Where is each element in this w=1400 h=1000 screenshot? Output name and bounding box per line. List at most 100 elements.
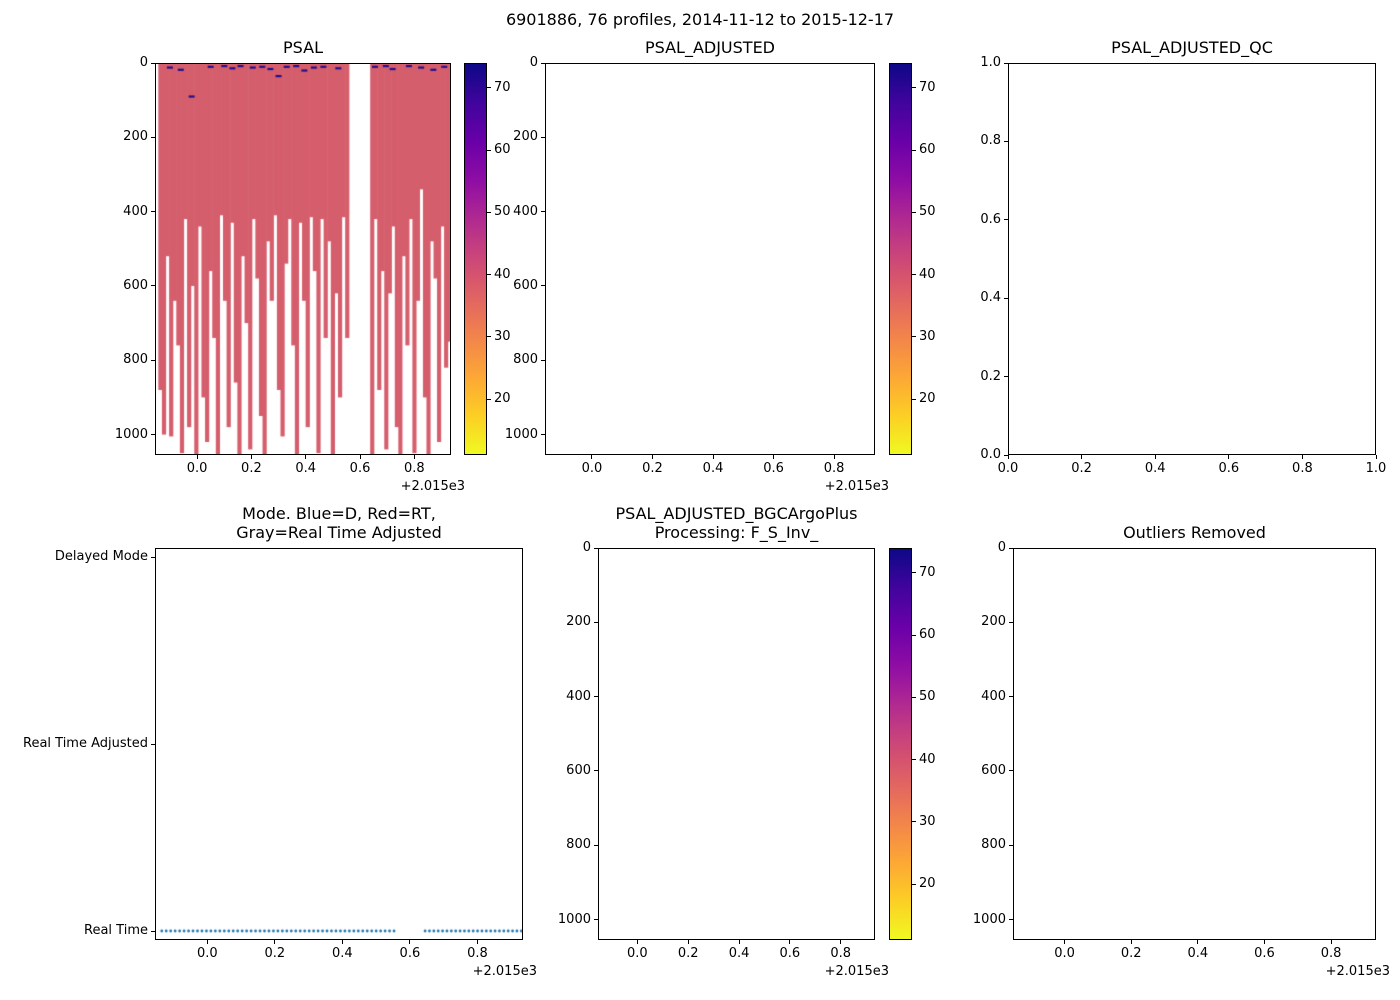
x-tick-label: 0.8 (467, 946, 488, 961)
colorbar-tick-mark (912, 759, 916, 761)
y-tick-mark (594, 621, 598, 623)
y-tick-mark (1009, 547, 1013, 549)
colorbar-tick-label: 40 (919, 751, 936, 767)
x-tick-mark (1375, 455, 1377, 459)
y-tick-label: 400 (513, 203, 538, 219)
colorbar-tick-mark (487, 211, 491, 213)
x-tick-mark (476, 940, 478, 944)
subplot-bgc-title-line1: PSAL_ADJUSTED_BGCArgoPlus (615, 504, 858, 523)
x-tick-label: 0.6 (779, 946, 801, 961)
y-tick-mark (1009, 844, 1013, 846)
y-tick-mark (151, 359, 155, 361)
y-tick-label: 800 (566, 837, 591, 853)
y-tick-mark (151, 743, 155, 745)
y-tick-mark (151, 285, 155, 287)
x-tick-mark (341, 940, 343, 944)
y-tick-label: 400 (123, 203, 148, 219)
x-tick-mark (305, 455, 307, 459)
colorbar-tick-mark (912, 87, 916, 89)
x-tick-mark (1081, 455, 1083, 459)
subplot-psal-adjusted-qc: PSAL_ADJUSTED_QC 0.0 0.2 0.4 0.6 0.8 1.0 0.0 0.… (980, 38, 1386, 476)
y-tick-mark (1009, 919, 1013, 921)
y-tick-mark (151, 556, 155, 558)
colorbar-psal-adjusted-gradient (889, 63, 912, 455)
colorbar-tick-label: 30 (919, 813, 936, 829)
y-tick-mark (151, 136, 155, 138)
x-tick-label: 0.0 (196, 946, 218, 961)
y-tick-label: 0.4 (980, 290, 1001, 306)
x-tick-label: 0.2 (642, 461, 663, 476)
colorbar-tick-label: 60 (919, 141, 936, 157)
x-tick-mark (840, 940, 842, 944)
x-tick-label: 0.2 (264, 946, 286, 961)
x-tick-label: 0.6 (763, 461, 784, 476)
x-tick-label: 0.0 (581, 461, 603, 476)
x-tick-mark (1263, 940, 1265, 944)
subplot-psal-adjusted-qc-title: PSAL_ADJUSTED_QC (1111, 38, 1273, 57)
colorbar-tick-mark (487, 398, 491, 400)
figure-suptitle: 6901886, 76 profiles, 2014-11-12 to 2015… (505, 10, 895, 29)
outliers-axes-frame (1013, 548, 1376, 940)
y-tick-label: 0 (582, 539, 591, 555)
y-tick-mark (541, 434, 545, 436)
subplot-mode-title-line1: Mode. Blue=D, Red=RT, (242, 504, 436, 523)
x-tick-mark (206, 940, 208, 944)
x-tick-label: 0.4 (702, 461, 724, 476)
x-tick-mark (591, 455, 593, 459)
y-tick-label: 800 (513, 352, 538, 368)
y-tick-label: 0 (997, 539, 1006, 555)
x-tick-mark (1197, 940, 1199, 944)
colorbar-tick-label: 40 (919, 266, 936, 282)
x-tick-mark (789, 940, 791, 944)
y-tick-mark (1004, 62, 1008, 64)
colorbar-tick-label: 60 (494, 141, 511, 157)
y-tick-mark (594, 844, 598, 846)
colorbar-tick-mark (912, 572, 916, 574)
y-category-label: Real Time (84, 922, 148, 938)
x-tick-mark (196, 455, 198, 459)
x-tick-label: 0.2 (241, 461, 262, 476)
colorbar-tick-mark (487, 274, 491, 276)
subplot-bgc-title: PSAL_ADJUSTED_BGCArgoPlus Processing: F_… (598, 504, 875, 542)
y-tick-label: 200 (566, 614, 591, 630)
mode-axes-frame (155, 548, 523, 940)
y-tick-mark (1004, 140, 1008, 142)
y-tick-mark (1004, 376, 1008, 378)
colorbar-tick-mark (912, 149, 916, 151)
x-axis-offset-label: +2.015e3 (824, 964, 889, 979)
x-tick-mark (636, 940, 638, 944)
x-tick-mark (359, 455, 361, 459)
psal-heatmap-canvas (155, 63, 451, 455)
x-tick-mark (1154, 455, 1156, 459)
colorbar-tick-mark (487, 336, 491, 338)
x-tick-label: 0.8 (1292, 461, 1313, 476)
x-tick-mark (1130, 940, 1132, 944)
x-tick-label: 0.4 (728, 946, 750, 961)
y-tick-mark (1004, 297, 1008, 299)
x-tick-label: 0.6 (1254, 946, 1275, 961)
subplot-bgc-title-line2: Processing: F_S_Inv_ (654, 523, 819, 542)
y-tick-label: 0.8 (980, 133, 1001, 149)
y-tick-label: 0 (529, 54, 538, 70)
y-tick-mark (541, 136, 545, 138)
y-tick-label: 200 (981, 614, 1006, 630)
y-tick-mark (1009, 696, 1013, 698)
subplot-psal-adjusted: PSAL_ADJUSTED 0.0 0.2 0.4 0.6 0.8 0 200 400 600 8… (505, 38, 889, 494)
subplot-mode: Mode. Blue=D, Red=RT, Gray=Real Time Adj… (23, 504, 537, 979)
x-tick-label: 0.4 (1187, 946, 1209, 961)
y-tick-mark (594, 770, 598, 772)
y-tick-label: 600 (981, 762, 1006, 778)
x-tick-mark (1064, 940, 1066, 944)
x-tick-mark (409, 940, 411, 944)
subplot-outliers: Outliers Removed 0.0 0.2 0.4 0.6 0.8 0 200 400 6… (973, 523, 1390, 979)
x-tick-label: 0.6 (349, 461, 371, 476)
y-tick-label: 600 (513, 277, 538, 293)
colorbar-tick-mark (912, 696, 916, 698)
y-tick-mark (541, 359, 545, 361)
y-tick-mark (594, 696, 598, 698)
colorbar-psal-gradient (464, 63, 487, 455)
y-tick-label: 200 (123, 129, 148, 145)
x-tick-label: 0.2 (1071, 461, 1092, 476)
x-tick-label: 0.2 (1120, 946, 1142, 961)
